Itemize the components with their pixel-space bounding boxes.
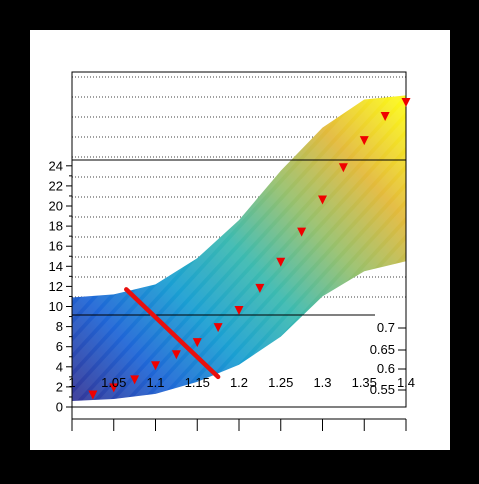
y-tick-label: 4 bbox=[56, 359, 63, 374]
band-fill bbox=[72, 95, 406, 402]
y-tick-label: 22 bbox=[49, 178, 63, 193]
marker-point bbox=[234, 306, 244, 316]
x-tick-label: 1.1 bbox=[146, 375, 164, 390]
y-tick-label: 14 bbox=[49, 259, 63, 274]
x-tick-label: 1.35 bbox=[352, 375, 377, 390]
marker-point bbox=[276, 257, 286, 267]
y-tick-label: 18 bbox=[49, 219, 63, 234]
band-contour bbox=[83, 95, 406, 402]
marker-point bbox=[318, 195, 327, 205]
y-tick-label: 20 bbox=[49, 199, 63, 214]
band-contour bbox=[131, 95, 406, 402]
marker-point bbox=[213, 323, 223, 333]
marker-point bbox=[255, 283, 265, 293]
marker-point bbox=[109, 383, 119, 393]
band-contour bbox=[115, 95, 406, 402]
red-line-group bbox=[124, 287, 221, 380]
marker-point bbox=[338, 163, 348, 173]
inner-y-tick-label: 0.65 bbox=[370, 342, 395, 357]
inner-y-tick-label: 0.6 bbox=[377, 361, 395, 376]
marker-point bbox=[297, 227, 307, 237]
inner-y-tick-label: 0.55 bbox=[370, 382, 395, 397]
x-tick-label: 1 bbox=[68, 375, 75, 390]
band-contour bbox=[470, 60, 479, 420]
marker-point bbox=[88, 390, 98, 400]
band-contour bbox=[147, 95, 406, 402]
marker-point bbox=[192, 338, 202, 348]
marker-point bbox=[359, 136, 369, 146]
x-tick-label: 1.2 bbox=[230, 375, 248, 390]
y-tick-label: 12 bbox=[49, 279, 63, 294]
marker-point bbox=[171, 350, 181, 360]
band-contour bbox=[72, 95, 403, 402]
y-tick-label: 10 bbox=[49, 299, 63, 314]
marker-point bbox=[380, 112, 390, 122]
marker-group bbox=[88, 97, 411, 400]
marker-point bbox=[401, 97, 411, 107]
y-tick-label: 6 bbox=[56, 339, 63, 354]
x-tick-label: 1.05 bbox=[101, 375, 126, 390]
y-tick-label: 24 bbox=[49, 158, 63, 173]
y-tick-label: 8 bbox=[56, 319, 63, 334]
inner-y-tick-label: 0.7 bbox=[377, 320, 395, 335]
marker-point bbox=[151, 361, 160, 371]
x-tick-label: 1.25 bbox=[268, 375, 293, 390]
band-contour bbox=[179, 95, 406, 402]
y-tick-label: 0 bbox=[56, 400, 63, 415]
x-tick-label: 1.15 bbox=[185, 375, 210, 390]
band-contour bbox=[163, 95, 406, 402]
red-line bbox=[124, 287, 221, 380]
x-tick-label: 1.4 bbox=[397, 375, 415, 390]
marker-point bbox=[130, 375, 140, 385]
band-contour bbox=[99, 95, 406, 402]
y-tick-label: 2 bbox=[56, 379, 63, 394]
y-tick-label: 16 bbox=[49, 239, 63, 254]
band-contour bbox=[454, 60, 479, 420]
x-tick-label: 1.3 bbox=[313, 375, 331, 390]
